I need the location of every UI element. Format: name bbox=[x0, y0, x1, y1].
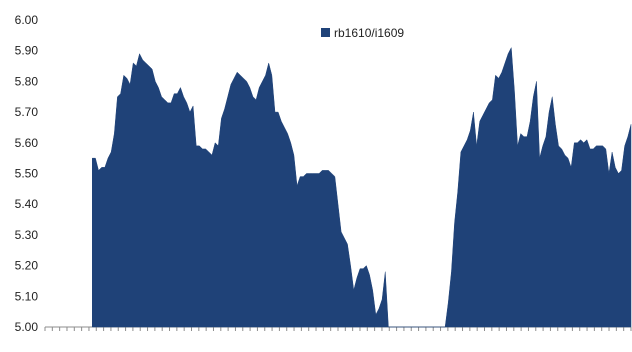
legend: rb1610/i1609 bbox=[321, 26, 404, 40]
legend-swatch bbox=[321, 28, 330, 37]
y-tick-label: 5.20 bbox=[15, 259, 39, 273]
y-axis: 6.00 5.90 5.80 5.70 5.60 5.50 5.40 5.30 5.20 5.10… bbox=[15, 13, 39, 334]
y-tick-label: 5.90 bbox=[15, 44, 39, 58]
y-tick-label: 6.00 bbox=[15, 13, 39, 27]
y-tick-label: 5.80 bbox=[15, 74, 39, 88]
y-tick-label: 5.40 bbox=[15, 197, 39, 211]
legend-label: rb1610/i1609 bbox=[334, 26, 404, 40]
y-tick-label: 5.00 bbox=[15, 320, 39, 334]
plot-area bbox=[92, 46, 632, 328]
y-tick-label: 5.60 bbox=[15, 136, 39, 150]
series-area bbox=[92, 46, 632, 328]
y-tick-label: 5.70 bbox=[15, 105, 39, 119]
y-tick-label: 5.30 bbox=[15, 228, 39, 242]
x-axis bbox=[44, 326, 632, 331]
y-tick-label: 5.10 bbox=[15, 289, 39, 303]
y-tick-label: 5.50 bbox=[15, 167, 39, 181]
